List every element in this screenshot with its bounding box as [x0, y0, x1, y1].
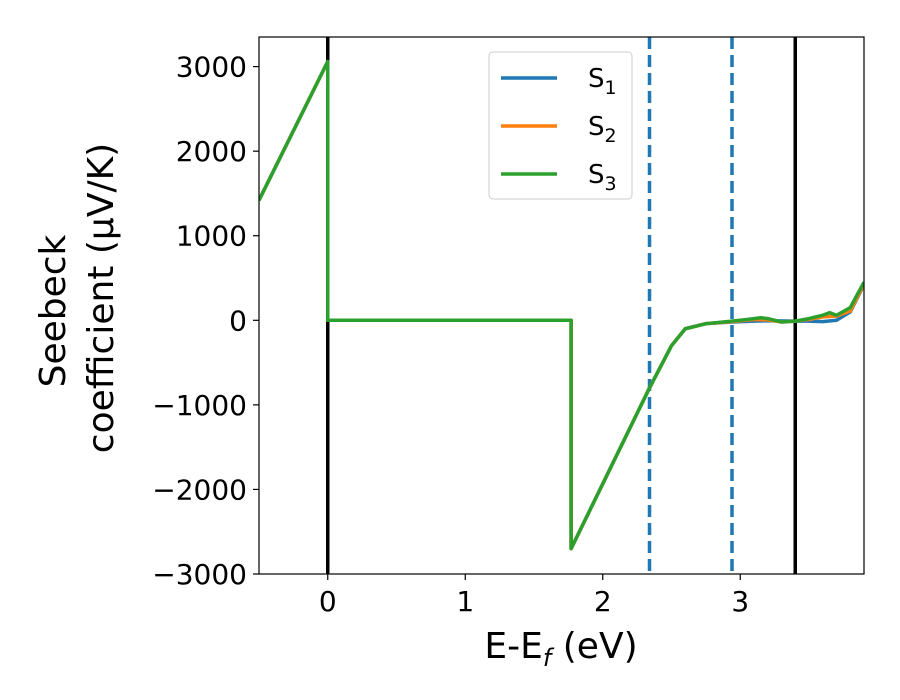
legend-label-subscript: 2	[605, 125, 617, 147]
legend-label-s2: S2	[588, 112, 617, 147]
legend-label-s3: S3	[588, 160, 617, 195]
y-axis-ticks: −3000 −2000 −1000 0 1000 2000 3000	[152, 51, 259, 591]
legend-label-base: S	[588, 64, 605, 94]
x-axis-title: E-Ef (eV)	[484, 626, 637, 672]
y-tick-label-0: −3000	[152, 558, 247, 591]
x-axis-title-unit: (eV)	[551, 626, 637, 667]
y-tick-label-3: 0	[229, 304, 247, 337]
legend-frame	[488, 51, 633, 200]
x-tick-label-3: 3	[731, 585, 749, 618]
y-axis-title-line-2: coefficient (μV/K)	[81, 143, 122, 453]
data-series	[259, 59, 864, 551]
x-tick-label-1: 1	[456, 585, 474, 618]
legend-label-base: S	[588, 160, 605, 190]
x-tick-label-0: 0	[319, 585, 337, 618]
legend-label-subscript: 3	[605, 173, 617, 195]
y-tick-label-6: 3000	[176, 51, 247, 84]
x-axis-title-base: E-E	[484, 626, 542, 667]
y-tick-label-5: 2000	[176, 135, 247, 168]
series-line-s3	[259, 59, 864, 551]
x-tick-label-2: 2	[594, 585, 612, 618]
legend-label-base: S	[588, 112, 605, 142]
legend-label-subscript: 1	[605, 77, 617, 99]
x-axis-ticks: 0 1 2 3	[319, 574, 749, 618]
y-tick-label-4: 1000	[176, 220, 247, 253]
y-tick-label-1: −2000	[152, 473, 247, 506]
y-axis-title-line-1: Seebeck	[33, 234, 74, 387]
legend-label-s1: S1	[588, 64, 617, 99]
y-tick-label-2: −1000	[152, 389, 247, 422]
plot-frame	[258, 36, 865, 575]
